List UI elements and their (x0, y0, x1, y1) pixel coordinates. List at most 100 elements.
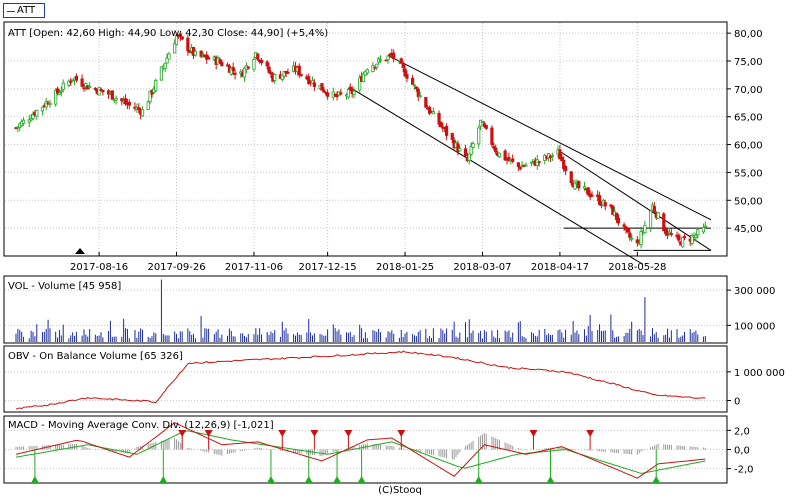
legend-line-swatch (7, 11, 15, 12)
buy-signal-icon (546, 476, 555, 483)
candle-body (424, 96, 428, 108)
candle-body (54, 89, 58, 105)
candle-body (431, 111, 435, 115)
trendline (387, 54, 712, 221)
obv-y-axis: 1 000 000 0 (727, 368, 785, 408)
candle-body (299, 74, 303, 76)
candle-body (418, 95, 422, 98)
candle-body (696, 229, 700, 236)
candle-body (346, 88, 350, 98)
candle-body (242, 67, 247, 78)
candle-body (603, 202, 607, 207)
candle-body (35, 109, 39, 117)
candle-body (477, 127, 481, 145)
candle-body (628, 232, 632, 238)
candle-body (490, 127, 494, 145)
candle-body (307, 76, 311, 84)
candle-body (456, 143, 460, 153)
volume-title: VOL - Volume [45 958] (8, 281, 121, 292)
volume-y-tick-label: 100 000 (734, 321, 775, 332)
candle-body (167, 53, 171, 60)
candle-body (562, 159, 566, 169)
candle-body (326, 92, 330, 97)
candle-body (405, 74, 409, 79)
candle-body (165, 57, 169, 64)
trendline (557, 149, 712, 251)
candle-body (373, 66, 377, 69)
footer-credit: (C)Stooq (378, 485, 422, 496)
candle-body (403, 68, 407, 77)
candle-body (614, 212, 619, 221)
candle-body (375, 63, 379, 68)
candle-body (669, 233, 673, 235)
macd-lines (15, 422, 706, 479)
price-y-tick-label: 65,00 (734, 113, 763, 124)
legend-label: ATT (17, 5, 36, 16)
price-x-tick-label: 2018-05-28 (608, 262, 666, 273)
price-x-tick-label: 2018-03-07 (453, 262, 511, 273)
macd-y-axis: 2,0 0,0 -2,0 (727, 426, 754, 476)
candle-body (225, 64, 230, 67)
candle-body (352, 90, 356, 95)
price-y-tick-label: 80,00 (734, 29, 763, 40)
macd-signals (30, 430, 661, 483)
volume-grid (5, 289, 726, 326)
candle-body (280, 74, 284, 80)
event-marker-icon (75, 248, 85, 254)
candle-body (518, 166, 522, 170)
candle-body (690, 235, 694, 244)
candle-body (74, 75, 79, 81)
candle-body (97, 87, 101, 96)
candle-body (29, 118, 33, 121)
price-panel: ATT [Open: 42,60 High: 44,90 Low: 42,30 … (3, 21, 763, 273)
candle-body (611, 205, 615, 215)
legend-box: ATT (3, 3, 45, 18)
candle-body (701, 226, 706, 233)
candle-body (154, 79, 158, 91)
candle-body (101, 89, 105, 93)
price-y-tick-label: 45,00 (734, 224, 763, 235)
price-x-tick-label: 2017-09-26 (147, 262, 205, 273)
candle-body (480, 121, 485, 123)
buy-signal-icon (304, 476, 313, 483)
candle-body (444, 125, 449, 136)
candle-body (558, 149, 562, 160)
macd-title: MACD - Moving Average Conv. Div. (12,26,… (8, 420, 274, 431)
candle-body (146, 101, 150, 111)
candle-body (178, 33, 182, 37)
price-x-tick-label: 2017-11-06 (225, 262, 283, 273)
price-y-tick-label: 70,00 (734, 85, 763, 96)
candle-body (21, 119, 26, 124)
candle-body (123, 98, 128, 105)
candle-body (401, 63, 405, 68)
candle-body (127, 101, 131, 106)
candle-body (586, 187, 590, 196)
obv-grid (5, 371, 726, 402)
price-y-tick-label: 50,00 (734, 196, 763, 207)
candle-body (114, 97, 118, 101)
volume-panel-frame (3, 275, 728, 344)
candle-body (682, 236, 687, 238)
candle-body (463, 148, 468, 156)
candle-body (652, 206, 656, 212)
candle-body (503, 150, 507, 161)
candle-body (537, 161, 541, 164)
trendline (351, 88, 644, 265)
sell-signal-icon (278, 430, 287, 437)
candle-body (416, 89, 420, 97)
candle-body (469, 145, 473, 155)
obv-line (15, 350, 706, 410)
candle-body (616, 217, 621, 224)
price-grid (5, 23, 726, 255)
volume-bars (15, 279, 706, 342)
buy-signal-icon (474, 476, 483, 483)
candle-body (335, 93, 339, 98)
candle-body (378, 59, 383, 62)
candle-body (371, 65, 375, 72)
candle-body (220, 61, 224, 67)
buy-signal-icon (159, 476, 168, 483)
sell-signal-icon (586, 430, 595, 437)
candle-body (259, 59, 264, 64)
candle-body (471, 143, 475, 148)
candle-body (265, 61, 269, 67)
